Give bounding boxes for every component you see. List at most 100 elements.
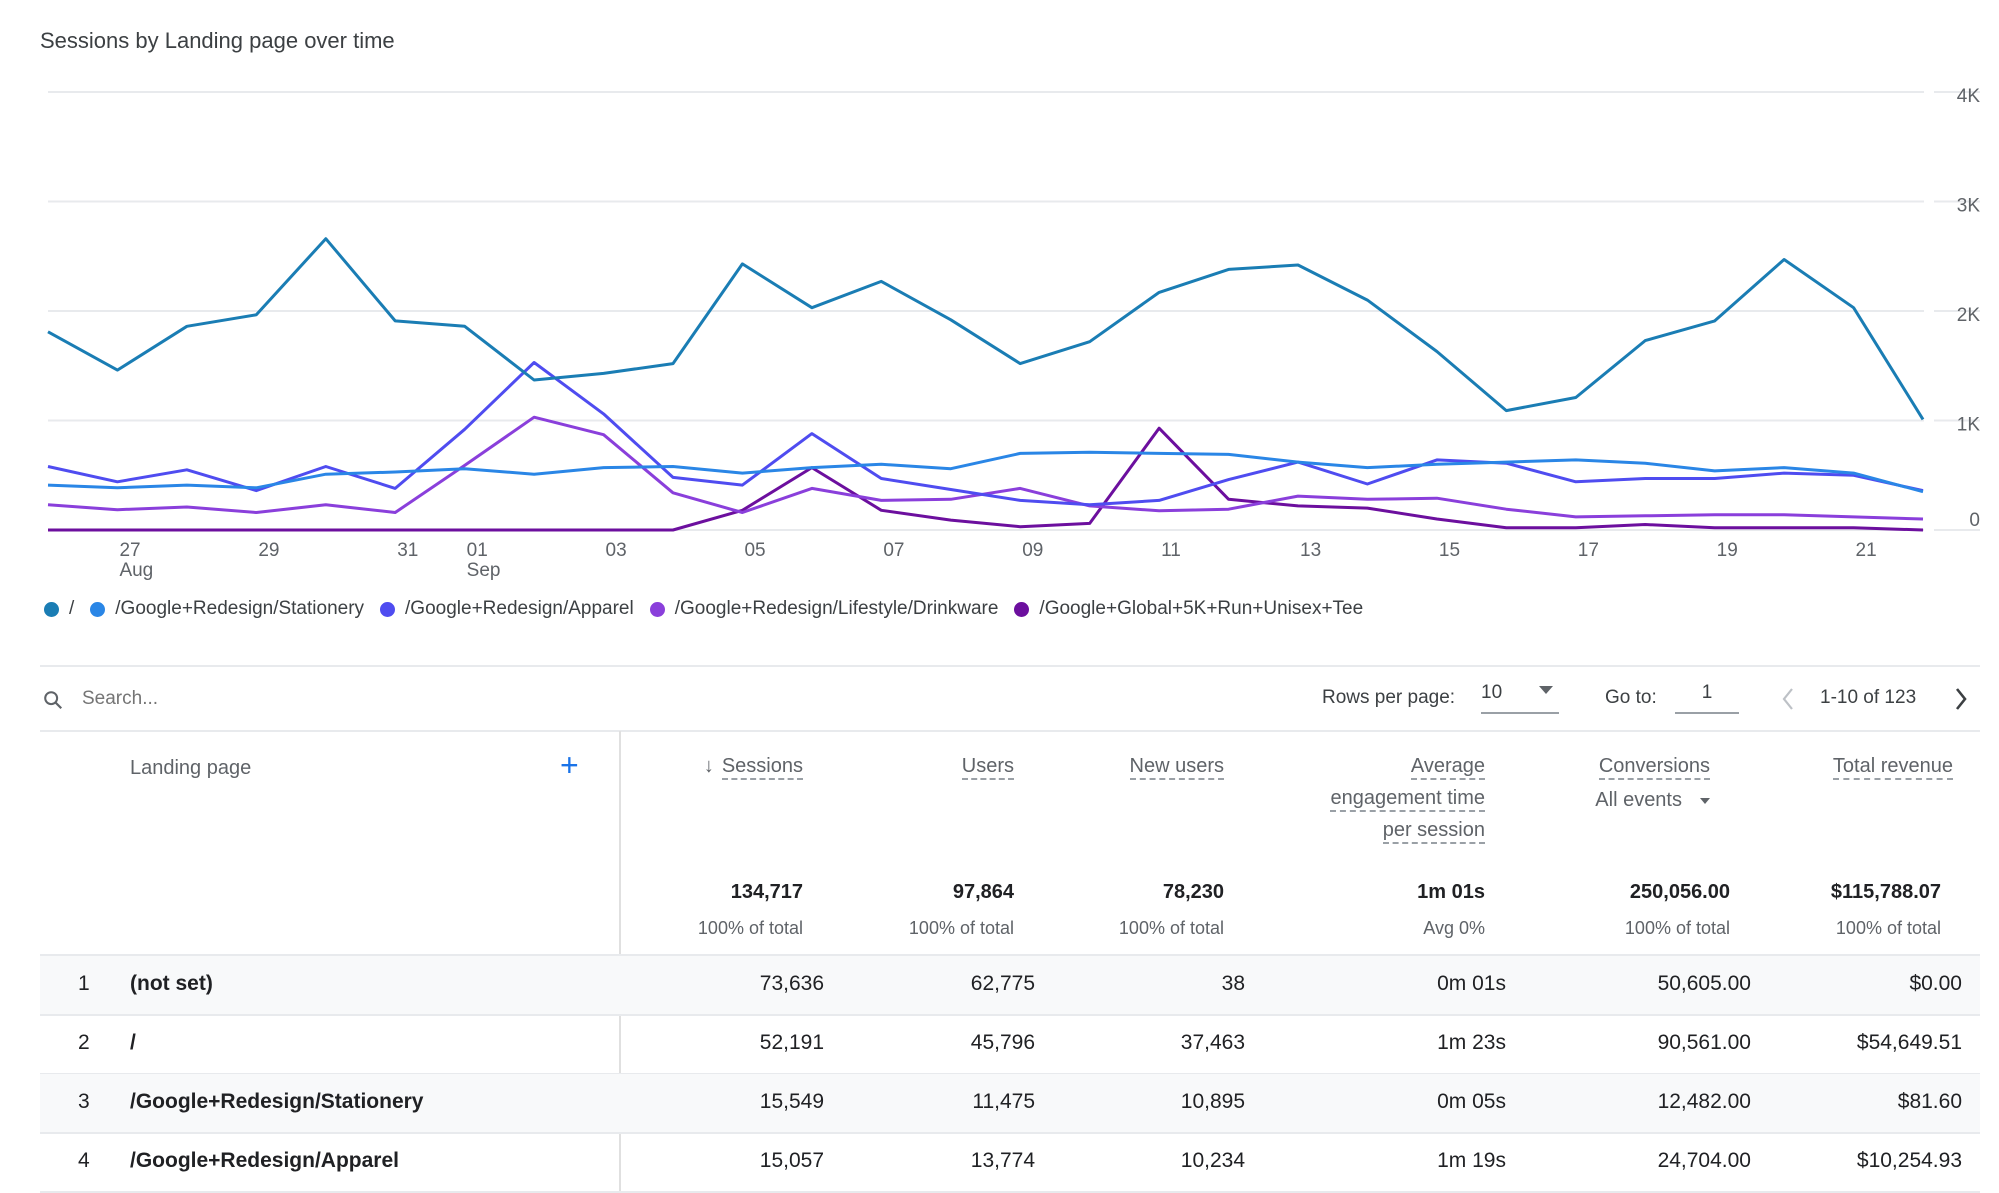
header-sessions[interactable]: ↓ Sessions bbox=[704, 750, 803, 782]
cell-new-users: 10,895 bbox=[1180, 1090, 1245, 1113]
cell-users: 62,775 bbox=[970, 972, 1035, 995]
table-row[interactable]: 3/Google+Redesign/Stationery 15,549 11,475… bbox=[40, 1074, 1980, 1134]
go-to-label: Go to: bbox=[1605, 687, 1657, 708]
cell-revenue: $0.00 bbox=[1909, 972, 1962, 995]
total-avg-engagement: 1m 01s bbox=[1417, 881, 1485, 903]
series-line bbox=[48, 426, 1924, 532]
cell-avg: 0m 05s bbox=[1437, 1090, 1506, 1113]
total-conversions-pct: 100% of total bbox=[1624, 918, 1730, 938]
legend-item[interactable]: /Google+Redesign/Lifestyle/Drinkware bbox=[649, 598, 998, 620]
cell-users: 11,475 bbox=[972, 1090, 1035, 1113]
header-new-users[interactable]: New users bbox=[1129, 750, 1224, 782]
x-tick-label: 27 bbox=[119, 540, 140, 561]
legend-item[interactable]: /Google+Redesign/Apparel bbox=[380, 598, 634, 620]
cell-users: 13,774 bbox=[970, 1149, 1035, 1172]
rows-per-page-label: Rows per page: bbox=[1322, 687, 1456, 708]
cell-page[interactable]: /Google+Redesign/Stationery bbox=[130, 1090, 424, 1113]
header-avg-engagement[interactable]: Average engagement time per session bbox=[1330, 750, 1485, 846]
y-tick-label: 1K bbox=[1957, 415, 1981, 436]
x-tick-label: 11 bbox=[1161, 540, 1181, 561]
cell-new-users: 38 bbox=[1221, 972, 1245, 995]
rows-per-page-value: 10 bbox=[1481, 682, 1503, 703]
cell-page[interactable]: /Google+Redesign/Apparel bbox=[130, 1149, 399, 1172]
x-tick-label: 17 bbox=[1578, 540, 1599, 561]
header-landing-page[interactable]: Landing page bbox=[130, 757, 252, 779]
total-new-users-pct: 100% of total bbox=[1118, 918, 1224, 938]
cell-rank: 3 bbox=[78, 1090, 90, 1113]
x-tick-label: 05 bbox=[744, 540, 765, 561]
divider bbox=[40, 665, 1980, 667]
total-avg-engagement-pct: Avg 0% bbox=[1423, 918, 1485, 938]
go-to-value: 1 bbox=[1701, 682, 1713, 703]
total-new-users: 78,230 bbox=[1162, 881, 1224, 903]
cell-sessions: 15,057 bbox=[759, 1149, 824, 1172]
cell-conversions: 24,704.00 bbox=[1657, 1149, 1751, 1172]
conversions-filter-label: All events bbox=[1595, 789, 1682, 811]
search-input[interactable] bbox=[80, 687, 484, 711]
header-sessions-label: Sessions bbox=[721, 755, 803, 780]
total-sessions: 134,717 bbox=[730, 881, 803, 903]
cell-rank: 1 bbox=[78, 972, 90, 995]
cell-sessions: 73,636 bbox=[759, 972, 824, 995]
legend-label: /Google+Global+5K+Run+Unisex+Tee bbox=[1039, 598, 1364, 619]
rows-per-page-select[interactable]: 10 bbox=[1481, 682, 1559, 714]
x-tick-label: 19 bbox=[1717, 540, 1738, 561]
x-tick-label: 13 bbox=[1300, 540, 1321, 561]
header-avg-line1: Average bbox=[1410, 755, 1485, 780]
cell-page[interactable]: (not set) bbox=[130, 972, 213, 995]
legend-item[interactable]: / bbox=[44, 598, 74, 620]
series-line bbox=[47, 361, 1924, 507]
x-tick-label: 29 bbox=[258, 540, 279, 561]
total-users: 97,864 bbox=[952, 881, 1014, 903]
sort-down-arrow-icon: ↓ bbox=[703, 755, 714, 777]
add-dimension-plus-icon[interactable]: + bbox=[560, 747, 579, 783]
search-icon bbox=[44, 691, 63, 710]
legend-dot-icon bbox=[1014, 601, 1030, 617]
cell-page[interactable]: / bbox=[130, 1031, 136, 1054]
x-tick-label: 01 bbox=[467, 540, 488, 561]
divider bbox=[40, 730, 1980, 732]
header-conversions-label: Conversions bbox=[1598, 755, 1710, 780]
x-tick-label: 21 bbox=[1856, 540, 1877, 561]
legend-item[interactable]: /Google+Redesign/Stationery bbox=[90, 598, 364, 620]
legend-label: / bbox=[69, 598, 75, 619]
legend-item[interactable]: /Google+Global+5K+Run+Unisex+Tee bbox=[1014, 598, 1363, 620]
conversions-event-filter[interactable]: All events bbox=[1595, 784, 1710, 816]
table-row[interactable]: 1 (not set) 73,636 62,775 38 0m 01s 50,605.00 $… bbox=[40, 956, 1980, 1016]
cell-sessions: 52,191 bbox=[759, 1031, 824, 1054]
cell-rank: 2 bbox=[78, 1031, 90, 1054]
header-users[interactable]: Users bbox=[961, 750, 1014, 782]
header-revenue-label: Total revenue bbox=[1832, 755, 1953, 780]
total-sessions-pct: 100% of total bbox=[697, 918, 803, 938]
previous-page-icon[interactable] bbox=[1780, 686, 1796, 712]
total-users-pct: 100% of total bbox=[908, 918, 1014, 938]
x-tick-label: 03 bbox=[606, 540, 627, 561]
page-range: 1-10 of 123 bbox=[1820, 687, 1917, 708]
x-tick-label: 15 bbox=[1439, 540, 1460, 561]
go-to-input[interactable]: 1 bbox=[1675, 682, 1739, 714]
total-conversions: 250,056.00 bbox=[1629, 881, 1730, 903]
total-revenue-pct: 100% of total bbox=[1835, 918, 1941, 938]
table-row[interactable]: 4/Google+Redesign/Apparel 15,057 13,774 10,… bbox=[40, 1133, 1980, 1193]
table-row[interactable]: 2 / 52,191 45,796 37,463 1m 23s 90,561.00 $54,6… bbox=[40, 1015, 1980, 1075]
series-line bbox=[47, 450, 1924, 494]
next-page-icon[interactable] bbox=[1953, 686, 1969, 712]
legend-label: /Google+Redesign/Apparel bbox=[405, 598, 634, 619]
dropdown-arrow-icon bbox=[1700, 797, 1710, 804]
series-line bbox=[47, 237, 1925, 421]
legend-dot-icon bbox=[649, 601, 665, 617]
y-tick-label: 0 bbox=[1969, 510, 1980, 531]
x-tick-label: 07 bbox=[883, 540, 904, 561]
header-total-revenue[interactable]: Total revenue bbox=[1832, 750, 1953, 782]
legend-dot-icon bbox=[44, 601, 59, 617]
cell-revenue: $10,254.93 bbox=[1856, 1149, 1962, 1172]
header-users-label: Users bbox=[961, 755, 1014, 780]
x-tick-sublabel: Sep bbox=[467, 560, 501, 581]
x-tick-label: 31 bbox=[397, 540, 418, 561]
header-conversions[interactable]: Conversions bbox=[1598, 750, 1710, 782]
cell-new-users: 37,463 bbox=[1180, 1031, 1245, 1054]
dropdown-arrow-icon bbox=[1539, 686, 1553, 694]
cell-rank: 4 bbox=[78, 1149, 90, 1172]
legend-dot-icon bbox=[380, 601, 396, 617]
